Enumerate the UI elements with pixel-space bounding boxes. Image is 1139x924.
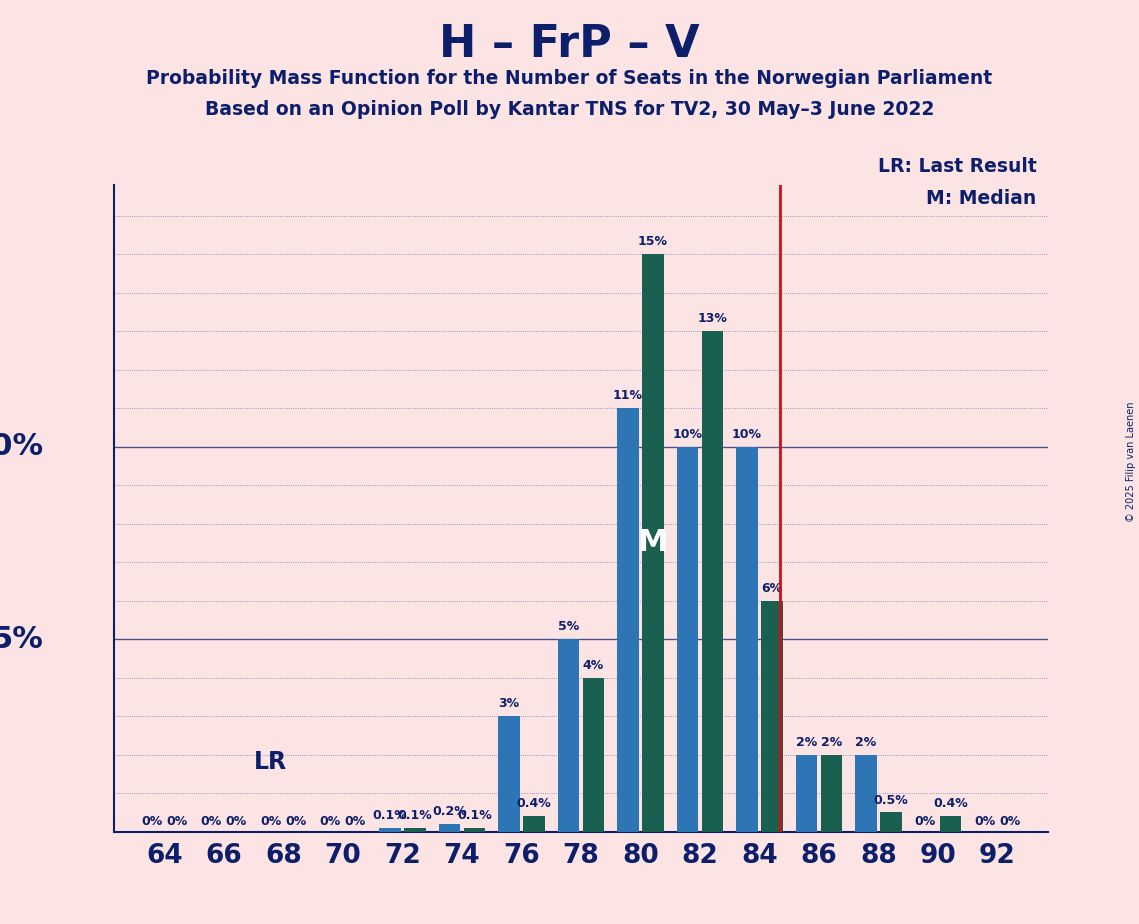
Text: 0%: 0% (915, 815, 936, 828)
Text: 2%: 2% (855, 736, 877, 748)
Text: 0.1%: 0.1% (457, 809, 492, 822)
Bar (583, 677, 604, 832)
Text: 11%: 11% (613, 389, 642, 402)
Text: Probability Mass Function for the Number of Seats in the Norwegian Parliament: Probability Mass Function for the Number… (147, 69, 992, 89)
Text: 10%: 10% (672, 428, 703, 441)
Text: 0.2%: 0.2% (432, 805, 467, 818)
Text: 6%: 6% (761, 582, 782, 595)
Bar (439, 824, 460, 832)
Text: 0%: 0% (261, 815, 281, 828)
Text: 0.5%: 0.5% (874, 794, 908, 807)
Text: 0%: 0% (320, 815, 341, 828)
Text: M: M (638, 529, 669, 557)
Bar (736, 446, 757, 832)
Text: © 2025 Filip van Laenen: © 2025 Filip van Laenen (1125, 402, 1136, 522)
Bar (498, 716, 519, 832)
Text: 5%: 5% (558, 620, 579, 633)
Text: 2%: 2% (796, 736, 817, 748)
Text: 0%: 0% (285, 815, 306, 828)
Bar (880, 812, 902, 832)
Text: 13%: 13% (697, 312, 728, 325)
Text: 0.1%: 0.1% (372, 809, 408, 822)
Bar (642, 254, 664, 832)
Bar (761, 601, 782, 832)
Text: 10%: 10% (732, 428, 762, 441)
Text: LR: LR (254, 750, 287, 774)
Bar (796, 755, 817, 832)
Bar (940, 816, 961, 832)
Text: 10%: 10% (0, 432, 43, 461)
Text: 0%: 0% (200, 815, 222, 828)
Text: 4%: 4% (583, 659, 604, 672)
Text: 0.4%: 0.4% (933, 797, 968, 810)
Bar (617, 408, 639, 832)
Text: 0%: 0% (141, 815, 163, 828)
Text: 0%: 0% (974, 815, 995, 828)
Bar (523, 816, 544, 832)
Text: 2%: 2% (821, 736, 842, 748)
Text: M: Median: M: Median (926, 189, 1036, 209)
Text: 3%: 3% (499, 698, 519, 711)
Bar (404, 828, 426, 832)
Bar (820, 755, 842, 832)
Text: 0%: 0% (999, 815, 1021, 828)
Text: H – FrP – V: H – FrP – V (440, 23, 699, 67)
Bar (677, 446, 698, 832)
Bar (379, 828, 401, 832)
Text: 15%: 15% (638, 236, 667, 249)
Bar (558, 639, 579, 832)
Text: 0.1%: 0.1% (398, 809, 433, 822)
Bar (855, 755, 877, 832)
Text: LR: Last Result: LR: Last Result (878, 157, 1036, 176)
Text: 0%: 0% (345, 815, 366, 828)
Text: 0%: 0% (226, 815, 247, 828)
Text: 0.4%: 0.4% (516, 797, 551, 810)
Text: 5%: 5% (0, 625, 43, 653)
Text: Based on an Opinion Poll by Kantar TNS for TV2, 30 May–3 June 2022: Based on an Opinion Poll by Kantar TNS f… (205, 100, 934, 119)
Text: 0%: 0% (166, 815, 188, 828)
Bar (702, 331, 723, 832)
Bar (464, 828, 485, 832)
